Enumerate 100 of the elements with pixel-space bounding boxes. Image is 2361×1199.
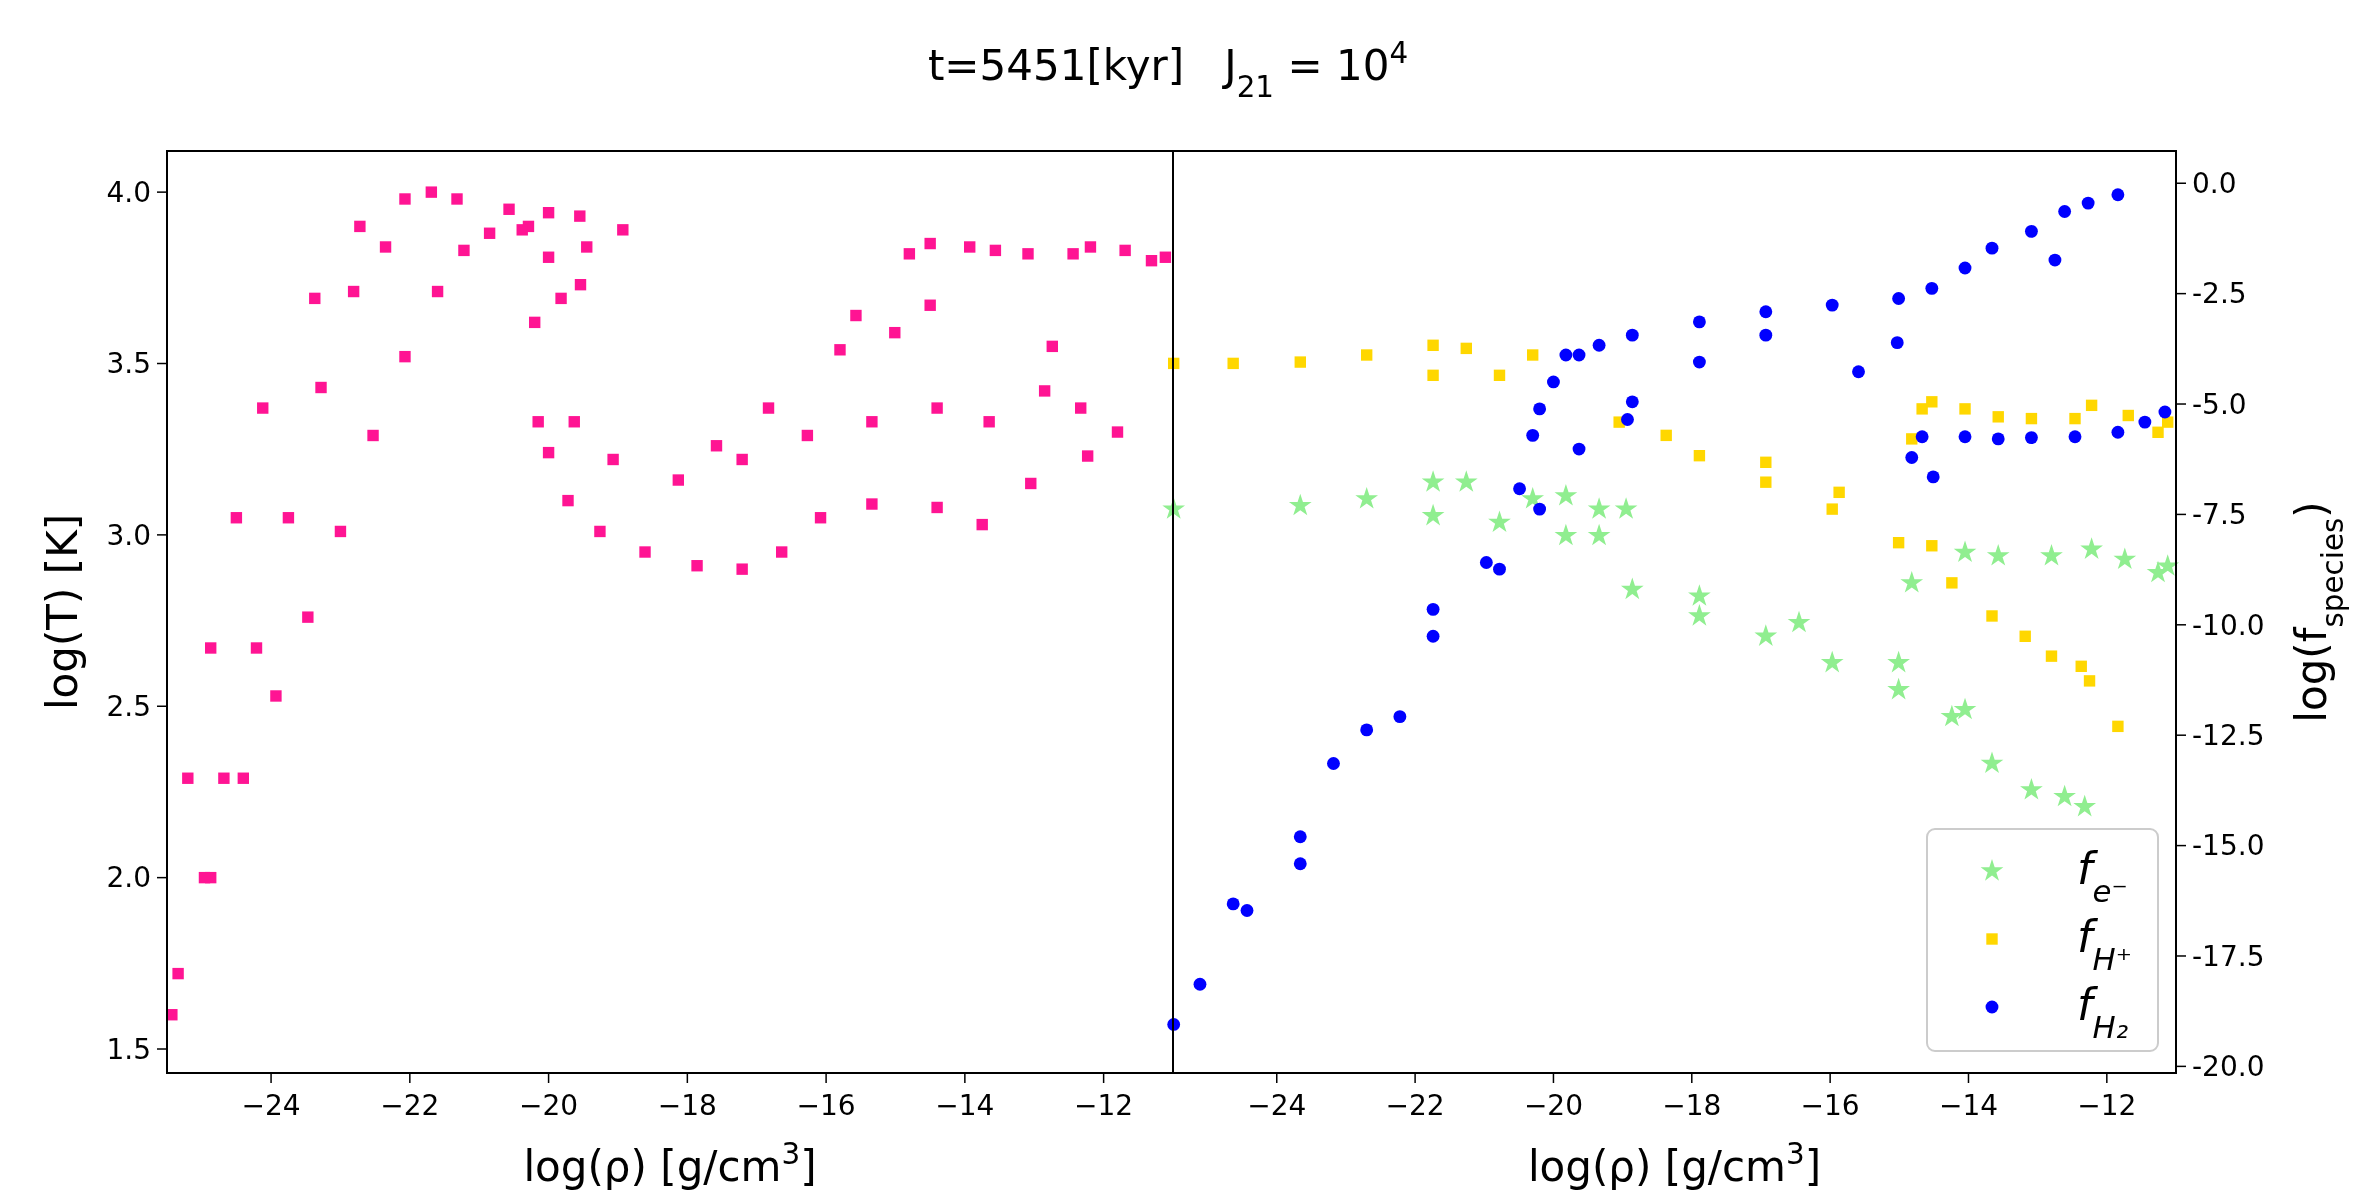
legend-label: f$_{H⁺}$ — [2077, 911, 2132, 977]
point — [1460, 342, 1472, 355]
point — [1926, 396, 1938, 408]
point — [2045, 650, 2058, 662]
point — [1826, 503, 1838, 515]
point — [2158, 405, 2172, 419]
point — [1614, 497, 1638, 519]
x-tick-label: −16 — [1800, 1089, 1860, 1122]
point — [1355, 487, 1379, 509]
point — [1493, 369, 1506, 382]
legend-label: f$_{e⁻}$ — [2077, 843, 2128, 909]
point — [2069, 412, 2081, 425]
point — [1427, 339, 1439, 351]
point — [1905, 451, 1919, 464]
point — [2162, 416, 2174, 428]
point — [1421, 470, 1445, 492]
y-tick-label: 2.0 — [106, 861, 151, 895]
point — [1625, 395, 1639, 409]
x-tick-label: −24 — [241, 1089, 301, 1122]
point — [1688, 584, 1711, 606]
point — [1559, 348, 1573, 362]
point — [1852, 365, 1865, 379]
point — [2075, 660, 2087, 673]
y2-tick-label: -5.0 — [2192, 387, 2247, 421]
point — [2112, 720, 2124, 733]
x-tick-label: −12 — [1074, 1089, 1134, 1122]
point — [1833, 486, 1845, 499]
point — [1226, 897, 1240, 911]
point — [2040, 543, 2063, 566]
point — [1625, 328, 1639, 342]
x-tick-label: −24 — [1247, 1089, 1307, 1122]
y2-tick-label: -20.0 — [2192, 1050, 2265, 1084]
point — [1926, 540, 1938, 552]
y2-tick-label: -10.0 — [2192, 608, 2265, 642]
point — [1759, 328, 1773, 342]
point — [1692, 315, 1706, 329]
point — [1288, 493, 1312, 516]
x-axis-title: log(ρ) [g/cm$^{3}$] — [1527, 1137, 1822, 1191]
point — [1754, 624, 1778, 646]
point — [1293, 830, 1307, 844]
point — [2085, 399, 2098, 412]
point — [1533, 402, 1547, 416]
x-tick-label: −14 — [935, 1089, 995, 1122]
point — [2019, 630, 2031, 642]
point — [1986, 543, 2010, 566]
point — [1958, 430, 1972, 444]
point — [1554, 523, 1578, 546]
point — [2111, 188, 2125, 202]
x-axis-title: log(ρ) [g/cm$^{3}$] — [523, 1137, 817, 1191]
point — [1592, 338, 1606, 352]
point — [1760, 456, 1772, 469]
point — [1493, 562, 1506, 576]
x-tick-label: −12 — [2077, 1089, 2137, 1122]
point — [2058, 205, 2072, 218]
point — [1426, 602, 1440, 616]
point — [1327, 757, 1340, 770]
x-tick-label: −18 — [1662, 1089, 1722, 1122]
point — [1227, 357, 1239, 370]
point — [1621, 413, 1634, 426]
y-tick-label: 4.0 — [106, 175, 151, 209]
point — [1759, 305, 1773, 319]
point — [1926, 470, 1940, 484]
point — [1527, 349, 1539, 361]
x-tick-label: −18 — [657, 1089, 717, 1122]
point — [1587, 523, 1611, 546]
point — [1985, 241, 1999, 255]
point — [1992, 411, 2004, 423]
y-tick-label: 3.0 — [106, 518, 151, 552]
point — [1393, 710, 1407, 724]
point — [2020, 778, 2043, 800]
chart-title: t=5451[kyr] J$_{21}$ = 10$^{4}$ — [927, 36, 1409, 104]
point — [1892, 292, 1906, 305]
point — [1488, 510, 1511, 533]
point — [1787, 610, 1811, 633]
y2-tick-label: -17.5 — [2192, 939, 2265, 973]
point — [1360, 723, 1374, 737]
x-tick-label: −16 — [796, 1089, 856, 1122]
point — [1688, 604, 1711, 626]
point — [2048, 253, 2062, 267]
point — [1521, 487, 1545, 509]
point — [1572, 348, 1586, 362]
y2-tick-label: -12.5 — [2192, 719, 2265, 752]
point — [1554, 483, 1578, 506]
point — [1693, 449, 1706, 462]
point — [1825, 298, 1839, 312]
y2-tick-label: -7.5 — [2192, 498, 2247, 532]
point — [2080, 537, 2103, 559]
point — [1692, 355, 1706, 369]
y-axis-title: log(T) [K] — [38, 513, 87, 711]
x-tick-label: −14 — [1938, 1089, 1999, 1122]
point — [2122, 409, 2134, 422]
point — [2025, 412, 2038, 425]
point — [2081, 196, 2095, 210]
point — [1887, 677, 1910, 700]
point — [1953, 697, 1977, 720]
x-tick-label: −22 — [380, 1089, 440, 1122]
point — [1760, 476, 1772, 488]
point — [2156, 554, 2180, 576]
point — [1426, 629, 1440, 643]
point — [2113, 547, 2137, 570]
